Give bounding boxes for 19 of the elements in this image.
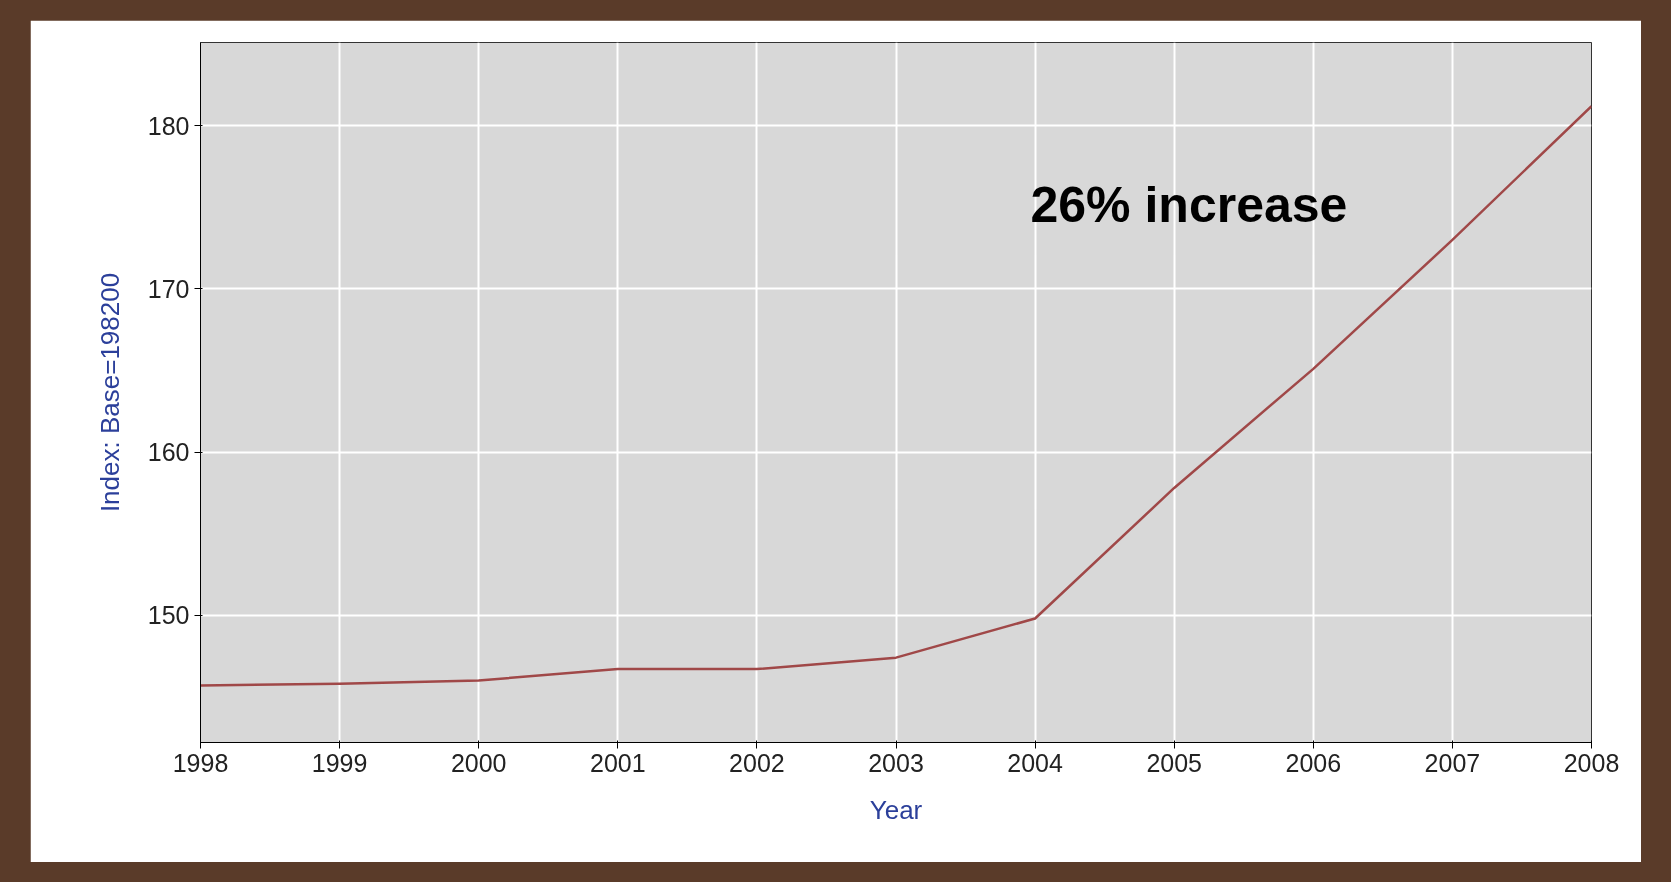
x-tick-label: 2003 [868, 748, 924, 777]
x-axis-title: Year [869, 794, 923, 825]
x-tick-label: 2007 [1424, 748, 1481, 777]
x-tick-label: 2000 [450, 748, 507, 777]
x-tick-label: 1998 [172, 748, 229, 777]
x-tick-label: 2008 [1563, 748, 1620, 777]
annotation: 26% increase [1030, 176, 1348, 233]
x-tick-label: 2004 [1007, 748, 1063, 777]
y-tick-label: 180 [147, 111, 190, 140]
y-axis-title: Index: Base=198200 [94, 272, 125, 513]
x-tick-label: 2006 [1285, 748, 1342, 777]
x-tick-label: 2001 [589, 748, 646, 777]
line-series [200, 104, 1592, 687]
x-tick-label: 2002 [729, 748, 785, 777]
y-tick-label: 170 [147, 274, 190, 303]
y-tick-label: 160 [147, 438, 190, 467]
x-tick-label: 1999 [311, 748, 368, 777]
x-tick-label: 2005 [1146, 748, 1203, 777]
y-tick-label: 150 [147, 601, 190, 630]
